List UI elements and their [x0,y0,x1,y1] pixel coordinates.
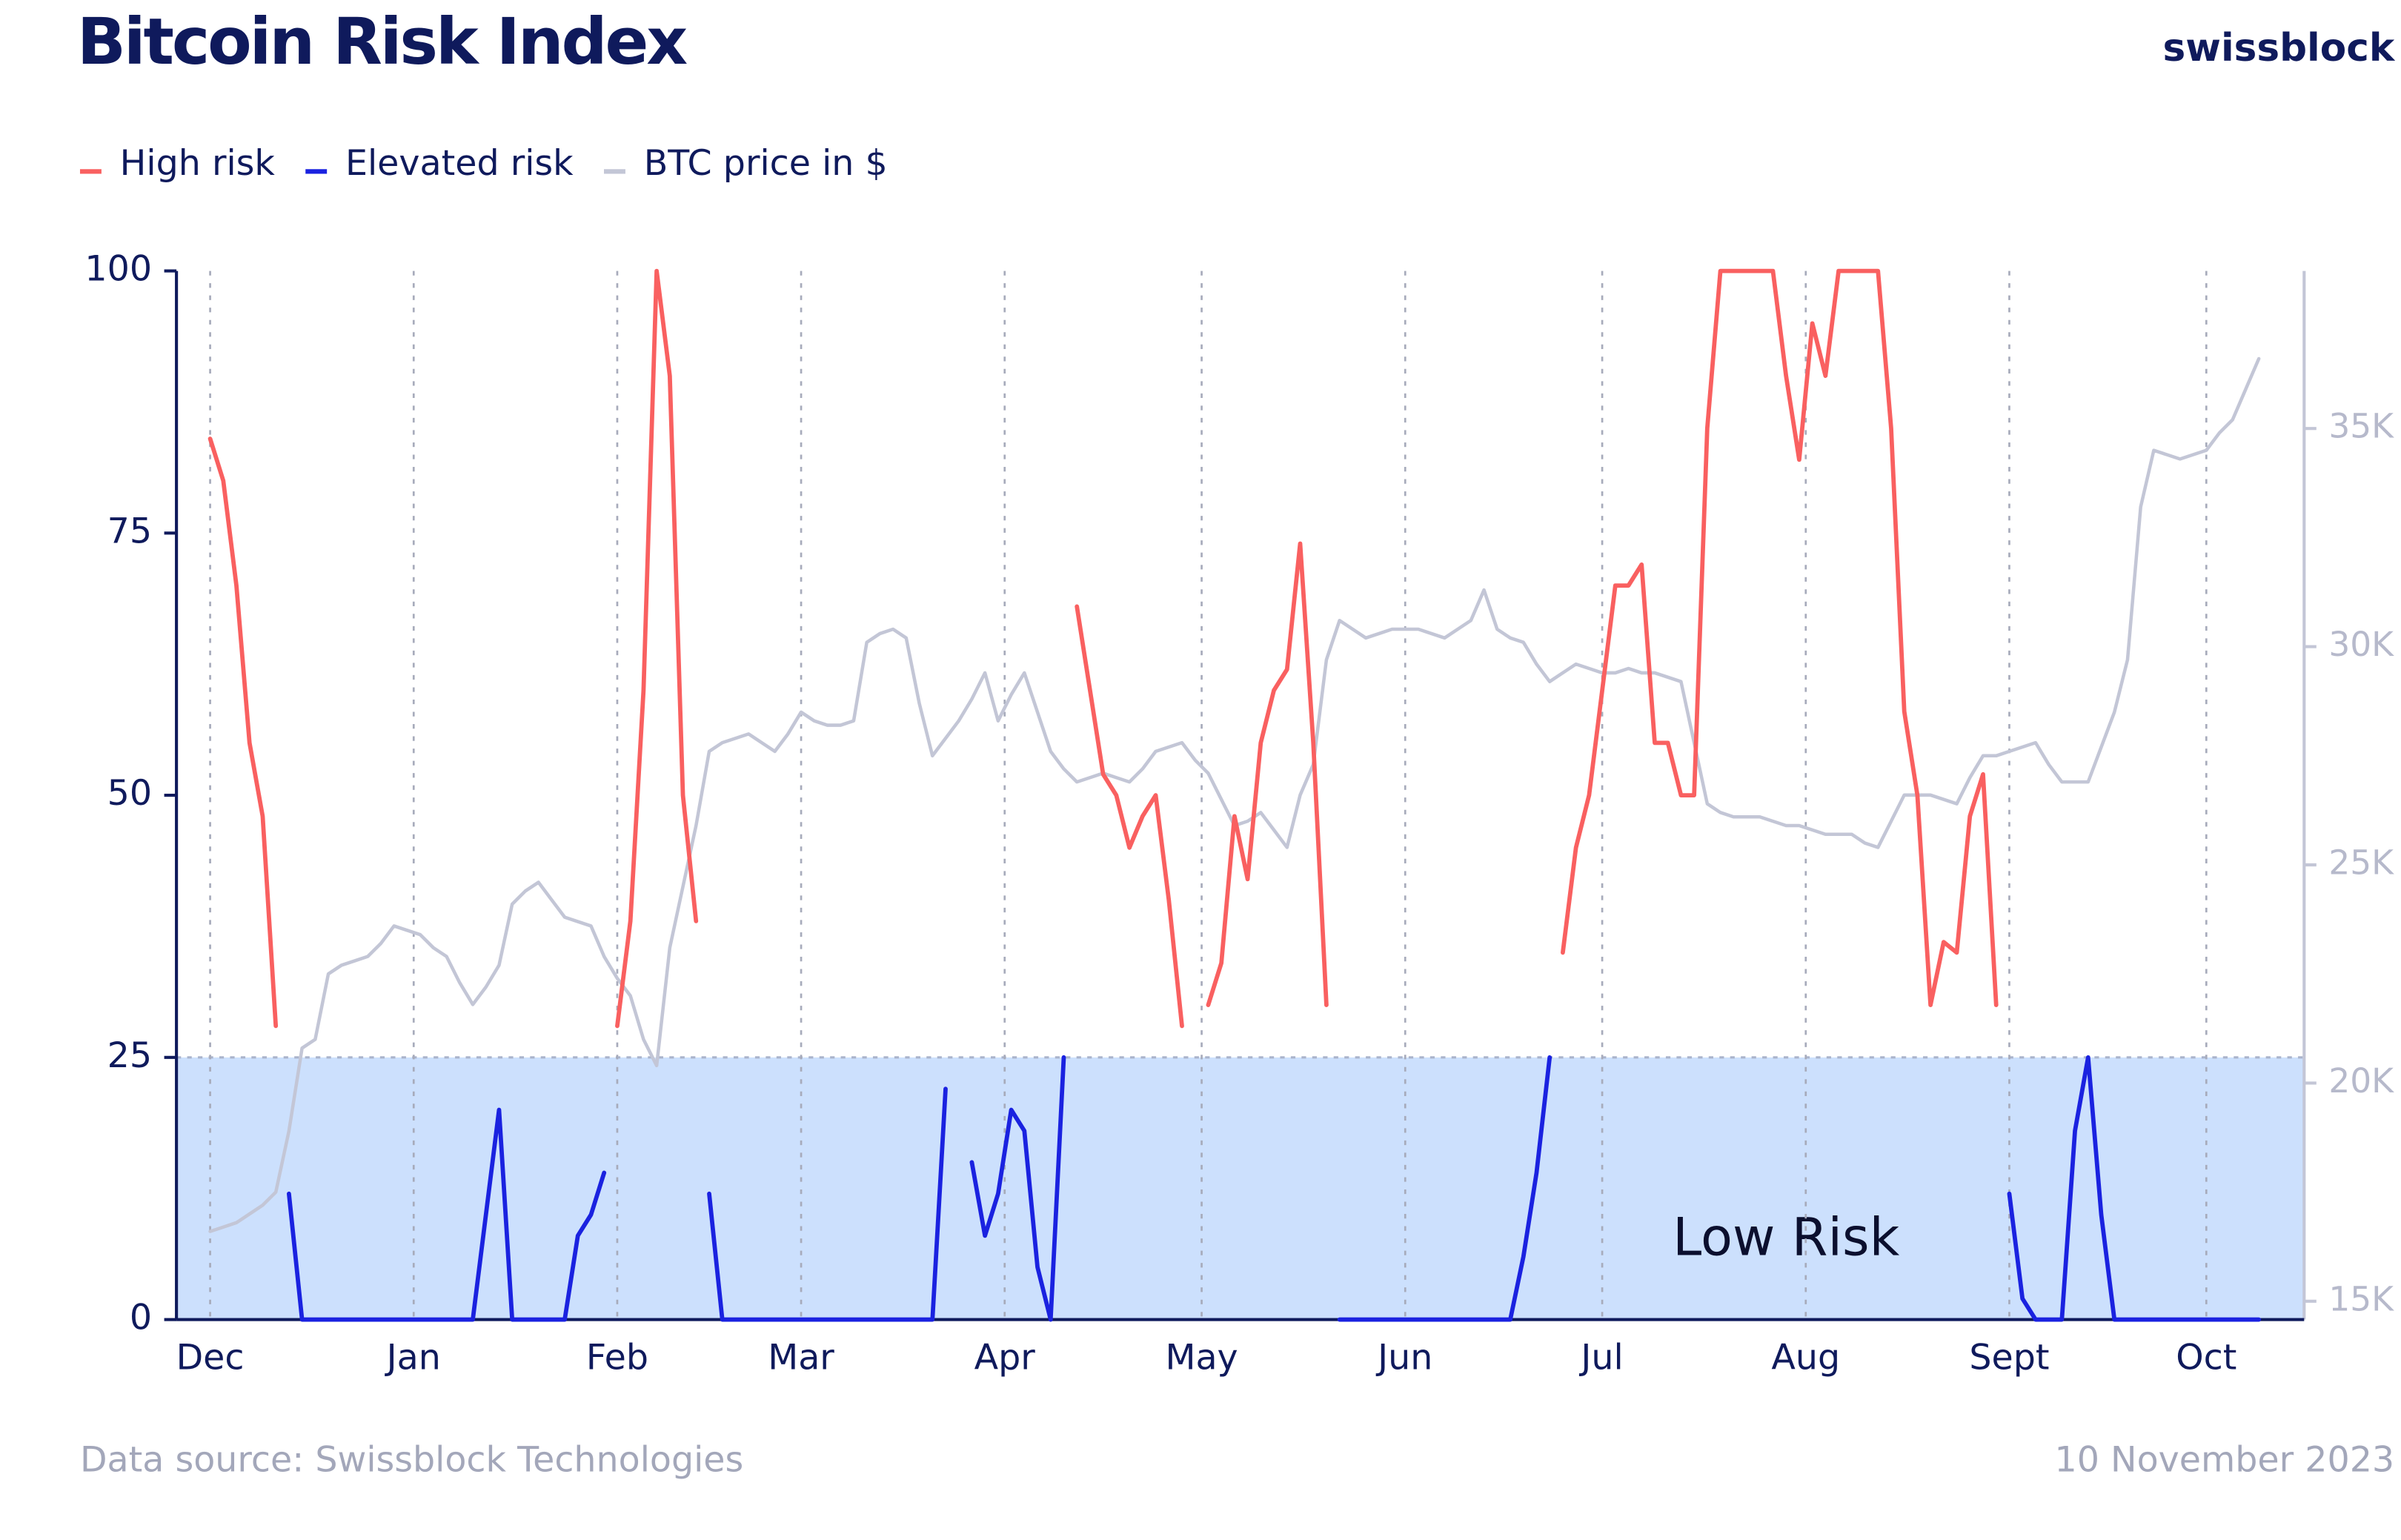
x-tick-label: Sept [1969,1337,2049,1378]
series-line [286,1055,2262,1322]
y-tick-label: 100 [84,249,152,290]
x-tick-label: Aug [1771,1337,1840,1378]
chart-title: Bitcoin Risk Index [77,4,687,79]
source-note: Data source: Swissblock Technologies [80,1440,743,1481]
x-tick-label: Jun [1375,1337,1432,1378]
y-tick-label: 25 [107,1035,152,1076]
y2-tick-label: 20K [2328,1061,2394,1101]
legend: High risk Elevated risk BTC price in $ [79,143,888,184]
brand-logo: swissblock [2163,26,2396,70]
y2-tick-label: 35K [2328,407,2394,446]
x-tick-label: Jul [1578,1337,1623,1378]
legend-label: High risk [120,143,276,184]
x-tick-label: Feb [586,1337,648,1378]
y-tick-label: 50 [107,773,152,814]
date-note: 10 November 2023 [2055,1440,2395,1481]
x-tick-label: Apr [974,1337,1036,1378]
x-tick-label: Jan [385,1337,441,1378]
y-tick-label: 0 [130,1298,152,1338]
y-tick-label: 75 [107,511,152,551]
x-tick-label: Dec [176,1337,245,1378]
low-risk-band [176,1057,2305,1320]
y2-tick-label: 30K [2328,625,2394,664]
y2-tick-label: 15K [2328,1279,2394,1318]
legend-label: BTC price in $ [644,143,888,184]
x-tick-label: May [1165,1337,1238,1378]
x-tick-label: Mar [768,1337,834,1378]
series-line [207,268,1999,1029]
y2-tick-label: 25K [2328,843,2394,882]
x-tick-label: Oct [2176,1337,2236,1378]
legend-label: Elevated risk [345,143,574,184]
band-label: Low Risk [1673,1207,1899,1267]
